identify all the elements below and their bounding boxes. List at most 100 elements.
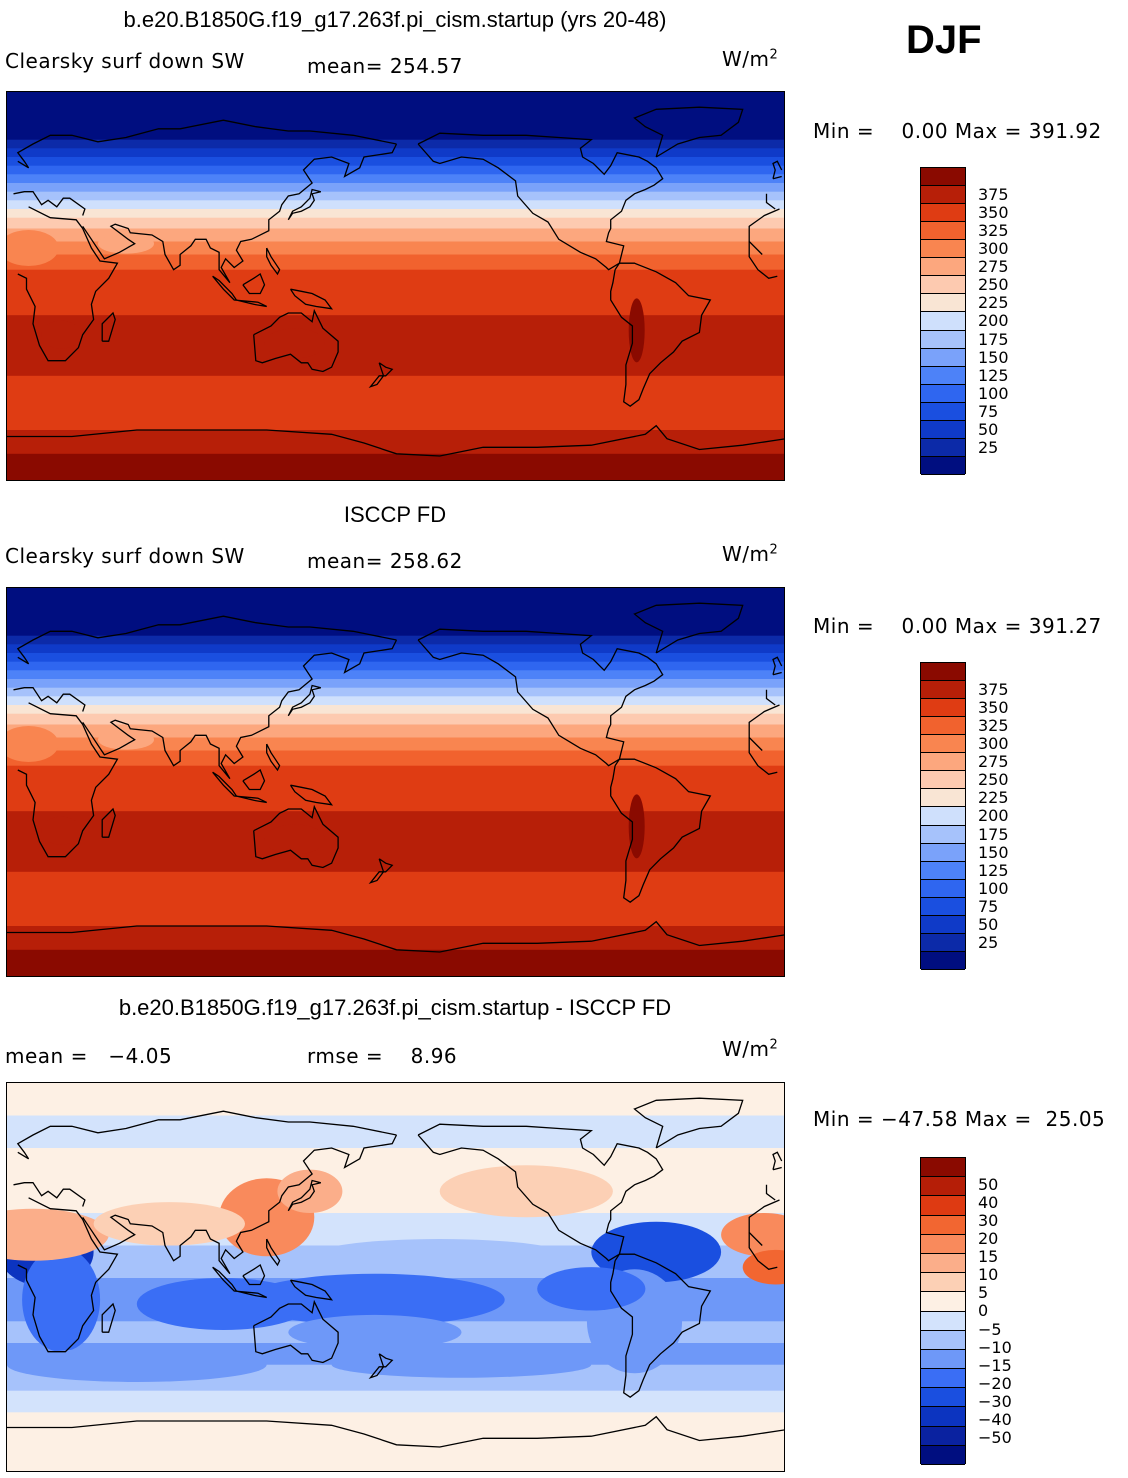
colorbar-tick-label: 150 <box>978 347 1009 367</box>
panel-3-colorbar <box>920 1157 966 1465</box>
panel-1-minmax: Min = 0.00 Max = 391.92 <box>813 119 1102 143</box>
colorbar-swatch <box>921 915 965 934</box>
colorbar-swatch <box>921 438 965 457</box>
panel-3-units: W/m2 <box>722 1037 779 1061</box>
colorbar-tick-label: 225 <box>978 293 1009 313</box>
colorbar-swatch <box>921 258 965 277</box>
panel-3-rmse-label: rmse = 8.96 <box>307 1044 458 1068</box>
colorbar-tick-label: −30 <box>978 1391 1012 1411</box>
colorbar-tick-label: 375 <box>978 680 1009 700</box>
colorbar-tick-label: −10 <box>978 1337 1012 1357</box>
colorbar-swatch <box>921 1407 965 1427</box>
colorbar-tick-label: 10 <box>978 1265 999 1285</box>
colorbar-tick-label: 100 <box>978 383 1009 403</box>
panel-2-units: W/m2 <box>722 542 779 566</box>
colorbar-tick-label: 15 <box>978 1247 999 1267</box>
panel-1-units: W/m2 <box>722 47 779 71</box>
colorbar-tick-label: 350 <box>978 698 1009 718</box>
colorbar-tick-label: −5 <box>978 1319 1002 1339</box>
colorbar-swatch <box>921 1158 965 1178</box>
colorbar-swatch <box>921 1349 965 1370</box>
colorbar-swatch <box>921 771 965 790</box>
colorbar-tick-label: 200 <box>978 806 1009 826</box>
colorbar-swatch <box>921 456 965 475</box>
colorbar-tick-label: 350 <box>978 203 1009 223</box>
colorbar-swatch <box>921 1234 965 1254</box>
panel-3-title: b.e20.B1850G.f19_g17.263f.pi_cism.startu… <box>118 995 672 1020</box>
panel-1-mean-label: mean= 254.57 <box>307 54 463 78</box>
colorbar-tick-label: 325 <box>978 221 1009 241</box>
colorbar-swatch <box>921 276 965 295</box>
colorbar-tick-label: 300 <box>978 239 1009 259</box>
colorbar-swatch <box>921 807 965 826</box>
colorbar-swatch <box>921 402 965 421</box>
panel-1-colorbar <box>920 167 966 475</box>
colorbar-tick-label: −50 <box>978 1427 1012 1447</box>
colorbar-swatch <box>921 861 965 880</box>
colorbar-swatch <box>921 1215 965 1235</box>
colorbar-swatch <box>921 663 965 682</box>
colorbar-swatch <box>921 933 965 952</box>
colorbar-swatch <box>921 843 965 862</box>
colorbar-tick-label: 25 <box>978 932 999 952</box>
colorbar-swatch <box>921 240 965 259</box>
panel-2-variable-label: Clearsky surf down SW <box>5 544 245 568</box>
colorbar-tick-label: 50 <box>978 419 999 439</box>
colorbar-tick-label: 0 <box>978 1301 989 1321</box>
contour-fill <box>7 92 784 480</box>
colorbar-swatch <box>921 186 965 205</box>
colorbar-swatch <box>921 879 965 898</box>
colorbar-tick-label: 125 <box>978 860 1009 880</box>
colorbar-swatch <box>921 384 965 403</box>
colorbar-swatch <box>921 1273 965 1293</box>
colorbar-tick-label: 250 <box>978 275 1009 295</box>
colorbar-swatch <box>921 1330 965 1350</box>
colorbar-swatch <box>921 294 965 313</box>
panel-1-variable-label: Clearsky surf down SW <box>5 49 245 73</box>
colorbar-tick-label: 75 <box>978 896 999 916</box>
colorbar-tick-label: 125 <box>978 365 1009 385</box>
colorbar-tick-label: 20 <box>978 1229 999 1249</box>
coastline <box>7 106 784 457</box>
panel-2-mean-label: mean= 258.62 <box>307 549 463 573</box>
coastline <box>7 1097 784 1448</box>
panel-3-minmax: Min = −47.58 Max = 25.05 <box>813 1107 1106 1131</box>
colorbar-tick-label: 5 <box>978 1283 989 1303</box>
panel-1-title: b.e20.B1850G.f19_g17.263f.pi_cism.startu… <box>123 7 667 32</box>
colorbar-tick-label: 175 <box>978 824 1009 844</box>
colorbar-swatch <box>921 168 965 187</box>
colorbar-tick-label: 40 <box>978 1193 999 1213</box>
panel-3-map <box>6 1082 785 1472</box>
colorbar-tick-label: 175 <box>978 329 1009 349</box>
colorbar-tick-label: 200 <box>978 311 1009 331</box>
colorbar-swatch <box>921 204 965 223</box>
contour-fill <box>7 588 784 976</box>
regional-anomaly <box>7 230 645 363</box>
colorbar-tick-label: 50 <box>978 1175 999 1195</box>
panel-2-title: ISCCP FD <box>343 502 447 527</box>
panel-3-mean-label: mean = −4.05 <box>5 1044 173 1068</box>
colorbar-swatch <box>921 1369 965 1389</box>
colorbar-tick-label: 375 <box>978 185 1009 205</box>
regional-anomaly <box>7 726 645 859</box>
colorbar-swatch <box>921 366 965 385</box>
coastline <box>7 602 784 953</box>
colorbar-swatch <box>921 825 965 844</box>
colorbar-swatch <box>921 753 965 772</box>
colorbar-swatch <box>921 789 965 808</box>
colorbar-swatch <box>921 951 965 970</box>
colorbar-swatch <box>921 348 965 367</box>
colorbar-swatch <box>921 717 965 736</box>
colorbar-swatch <box>921 699 965 718</box>
colorbar-swatch <box>921 330 965 349</box>
colorbar-tick-label: 250 <box>978 770 1009 790</box>
colorbar-swatch <box>921 420 965 439</box>
difference-blobs <box>7 1165 784 1382</box>
colorbar-tick-label: 150 <box>978 842 1009 862</box>
colorbar-swatch <box>921 1292 965 1312</box>
colorbar-tick-label: −40 <box>978 1409 1012 1429</box>
panel-1-map <box>6 91 785 481</box>
colorbar-tick-label: 225 <box>978 788 1009 808</box>
colorbar-tick-label: 275 <box>978 257 1009 277</box>
season-label: DJF <box>906 18 982 62</box>
